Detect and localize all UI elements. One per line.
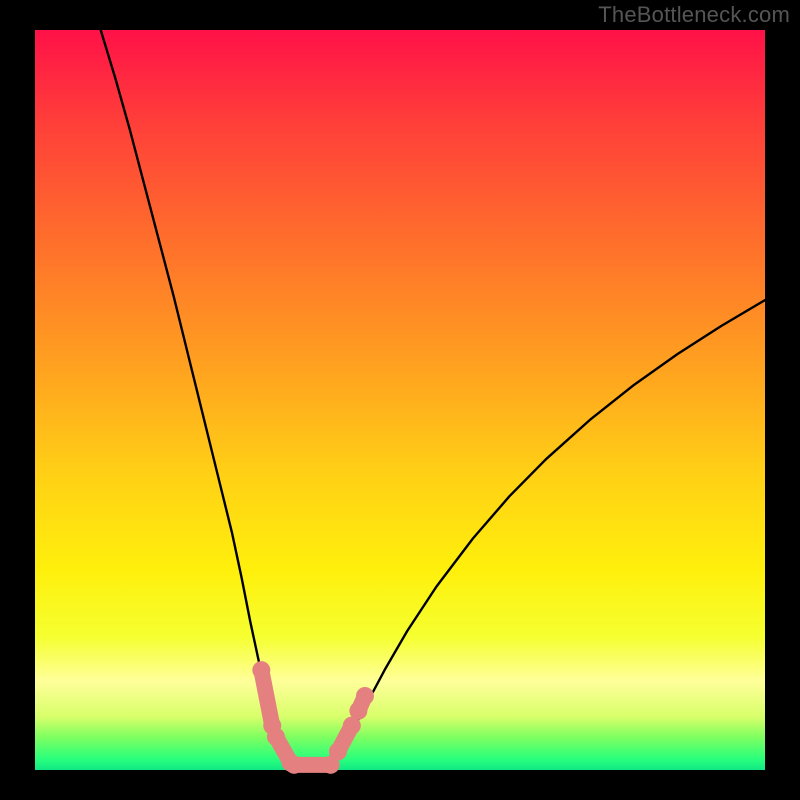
plot-background [35,30,765,770]
marker-cap [356,687,374,705]
marker-cap [252,661,270,679]
chart-container: TheBottleneck.com [0,0,800,800]
marker-cap [329,743,347,761]
marker-cap [267,728,285,746]
marker-cap [285,756,303,774]
chart-svg [0,0,800,800]
watermark-label: TheBottleneck.com [598,2,790,28]
